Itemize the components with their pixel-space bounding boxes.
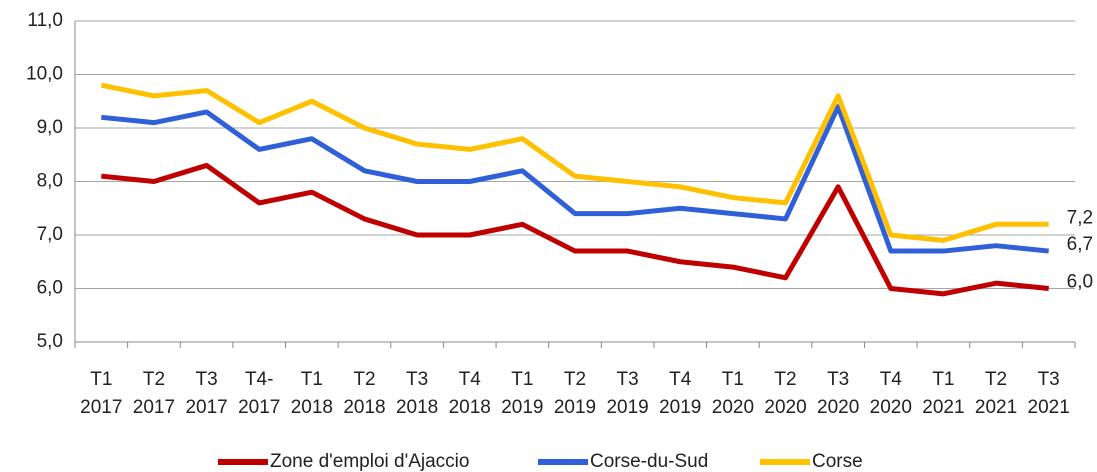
x-tick-label: T4-2017 bbox=[238, 369, 280, 418]
x-tick-label: T3 2019 bbox=[606, 369, 648, 418]
y-tick-label: 9,0 bbox=[37, 117, 63, 138]
x-tick-label: T3 2021 bbox=[1028, 369, 1070, 418]
x-tick-label: T1 2018 bbox=[291, 369, 333, 418]
y-tick-label: 6,0 bbox=[37, 278, 63, 299]
x-tick-label: T2 2021 bbox=[975, 369, 1017, 418]
x-tick-label: T1 2017 bbox=[80, 369, 122, 418]
x-tick-label: T1 2021 bbox=[922, 369, 964, 418]
y-tick-label: 10,0 bbox=[26, 64, 63, 85]
x-tick-label: T3 2017 bbox=[185, 369, 227, 418]
series-line bbox=[101, 104, 1049, 254]
y-tick-label: 7,0 bbox=[37, 224, 63, 245]
x-tick-label: T1 2019 bbox=[501, 369, 543, 418]
legend-label: Corse bbox=[812, 451, 863, 472]
y-tick-label: 11,0 bbox=[27, 10, 63, 31]
x-tick-label: T2 2017 bbox=[133, 369, 175, 418]
value-label: 6,7 bbox=[1067, 234, 1093, 255]
x-tick-label: T2 2020 bbox=[764, 369, 806, 418]
x-tick-label: T4 2020 bbox=[870, 369, 912, 418]
legend-label: Corse-du-Sud bbox=[590, 451, 708, 472]
x-tick-label: T4 2019 bbox=[659, 369, 701, 418]
x-tick-label: T2 2018 bbox=[343, 369, 385, 418]
legend-label: Zone d'emploi d'Ajaccio bbox=[270, 451, 469, 472]
x-tick-label: T1 2020 bbox=[712, 369, 754, 418]
y-tick-label: 5,0 bbox=[37, 331, 63, 352]
value-label: 6,0 bbox=[1067, 272, 1093, 293]
x-tick-label: T2 2019 bbox=[554, 369, 596, 418]
series-line bbox=[100, 82, 1049, 243]
x-tick-label: T3 2018 bbox=[396, 369, 438, 418]
value-label: 7,2 bbox=[1067, 207, 1093, 228]
series-line bbox=[101, 162, 1049, 297]
x-tick-label: T4 2018 bbox=[449, 369, 491, 418]
y-tick-label: 8,0 bbox=[37, 171, 63, 192]
x-tick-label: T3 2020 bbox=[817, 369, 859, 418]
